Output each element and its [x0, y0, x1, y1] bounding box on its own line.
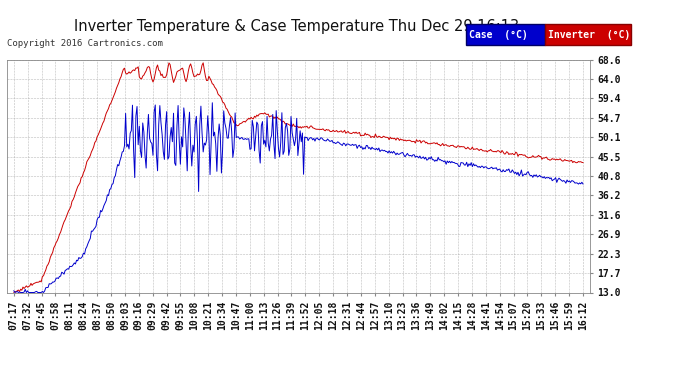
Text: Case  (°C): Case (°C) [469, 30, 527, 40]
Text: Inverter Temperature & Case Temperature Thu Dec 29 16:13: Inverter Temperature & Case Temperature … [74, 19, 520, 34]
Text: Copyright 2016 Cartronics.com: Copyright 2016 Cartronics.com [7, 39, 163, 48]
Text: Inverter  (°C): Inverter (°C) [548, 30, 630, 40]
